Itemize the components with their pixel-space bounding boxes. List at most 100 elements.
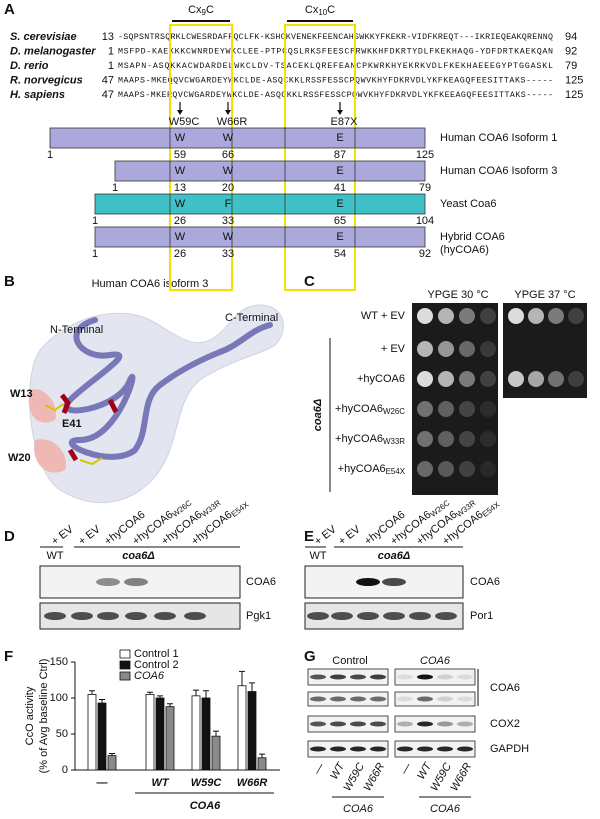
strain-label-part: W33R [383, 437, 405, 446]
band [437, 696, 453, 702]
band [397, 746, 413, 752]
residue-number: 26 [174, 248, 186, 260]
spot [417, 341, 433, 357]
lane-label: + EV [336, 523, 363, 548]
band-label: GAPDH [490, 743, 529, 755]
band [357, 612, 379, 620]
spot [438, 431, 454, 447]
motif-box [169, 24, 233, 291]
band [437, 721, 453, 727]
x-tick-label: WT [151, 777, 169, 789]
motif-label: Cx10C [305, 4, 335, 17]
band [397, 696, 413, 702]
strain-label-part: W26C [383, 407, 405, 416]
motif-label-part: 9 [202, 8, 207, 17]
band [457, 746, 473, 752]
panel-label: D [4, 528, 15, 545]
arrow-head [177, 110, 183, 115]
start-number: 13 [102, 31, 114, 43]
start-number: 1 [108, 60, 114, 72]
spot [480, 431, 496, 447]
residue-letter: F [225, 198, 232, 210]
bar [87, 694, 97, 771]
band [435, 612, 457, 620]
construct-name: Hybrid COA6 [440, 231, 505, 243]
lane-label: + EV [76, 523, 103, 548]
band-label: COA6 [470, 576, 500, 588]
construct-name: Yeast Coa6 [440, 198, 496, 210]
band [184, 612, 206, 620]
group-label: COA6 [190, 800, 221, 812]
legend-label: Control 2 [134, 659, 179, 671]
strain-label-part: +hyCOA6 [338, 463, 386, 475]
construct-bar [94, 226, 426, 248]
y-axis-label: (% of Avg baseline Ctrl) [38, 659, 50, 774]
x-tick-label: — [97, 777, 108, 789]
band [370, 746, 386, 752]
y-tick-label: 50 [56, 728, 68, 740]
blot [394, 668, 476, 686]
sequence: MAAPS-MKEQQVCWGARDEYWKCLDE-ASQCKKLRSSFES… [118, 77, 553, 86]
bar [247, 691, 257, 771]
legend-swatch [119, 649, 131, 659]
species: D. rerio [10, 60, 49, 72]
band [382, 578, 406, 586]
band-label: Por1 [470, 610, 493, 622]
species: D. melanogaster [10, 45, 96, 57]
residue-letter: W [175, 198, 186, 210]
spot [548, 371, 564, 387]
start-number: 47 [102, 89, 114, 101]
residue-number: 41 [334, 182, 346, 194]
panel-label: C [304, 273, 315, 290]
residue-letter: E [336, 231, 343, 243]
group-label: Control [332, 655, 367, 667]
structure-label: W13 [10, 388, 33, 400]
construct-bar [49, 127, 426, 149]
band [96, 578, 120, 586]
error-bar [109, 752, 115, 756]
spot [480, 401, 496, 417]
band [417, 746, 433, 752]
bar [237, 685, 247, 771]
band [356, 578, 380, 586]
error-bar [99, 698, 105, 704]
band [397, 721, 413, 727]
motif-label-part: Cx [188, 4, 202, 16]
strain-label-part: + EV [381, 343, 406, 355]
panel-label: E [304, 528, 314, 545]
strain-label-part: E54X [386, 467, 406, 476]
band [154, 612, 176, 620]
spot [417, 371, 433, 387]
bar [257, 757, 267, 771]
strain-label-part: +hyCOA6 [335, 403, 383, 415]
residue-letter: W [175, 231, 186, 243]
strain-label: +hyCOA6 [357, 373, 405, 385]
group-label: COA6 [420, 655, 451, 667]
spot [417, 308, 433, 324]
y-tick-label: 0 [62, 764, 68, 776]
sequence: MAAPS-MKERQVCWGARDEYWKCLDE-ASQCKKLRSSFES… [118, 91, 553, 100]
legend-swatch [119, 671, 131, 681]
spot [438, 308, 454, 324]
sequence: MSAPN-ASQKKACWDARDELWKCLDV-TSACEKLQREFEA… [118, 62, 553, 71]
species: R. norvegicus [10, 74, 83, 86]
genotype-label: COA6 [430, 803, 461, 815]
band [330, 746, 346, 752]
construct-name: Human COA6 Isoform 1 [440, 132, 557, 144]
strain-label: +hyCOA6E54X [338, 463, 406, 476]
residue-letter: W [223, 231, 234, 243]
spot [528, 371, 544, 387]
residue-letter: W [175, 132, 186, 144]
band [437, 674, 453, 680]
spot [417, 431, 433, 447]
error-bar [167, 703, 173, 707]
motif-box [284, 24, 356, 291]
motif-label-part: C [327, 4, 335, 16]
band [310, 746, 326, 752]
panel-label: A [4, 1, 15, 18]
band [310, 721, 326, 727]
error-bar [193, 689, 199, 696]
spot [438, 401, 454, 417]
panel-label: G [304, 648, 316, 665]
